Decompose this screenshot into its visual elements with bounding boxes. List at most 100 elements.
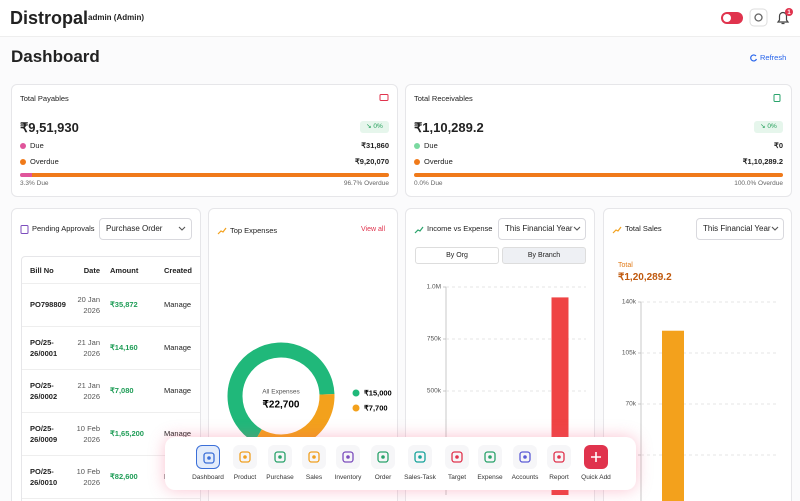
toolbar-button[interactable]: [268, 445, 292, 469]
icon-dot: [381, 455, 385, 459]
toolbar-button[interactable]: [513, 445, 537, 469]
due-label: Due: [424, 141, 438, 150]
toolbar-icon: [451, 451, 463, 463]
trend-line: [414, 226, 424, 234]
table-cell: PO/25-26/0009: [30, 423, 58, 444]
icon-shape: [519, 451, 531, 463]
filter-select[interactable]: Purchase Order: [99, 218, 192, 240]
toolbar-button[interactable]: [302, 445, 326, 469]
trend-icon: [414, 226, 424, 234]
y-tick-label: 105k: [622, 350, 637, 357]
table-cell: 10 Feb 2026: [76, 423, 100, 444]
change-badge: ↘ 0%: [360, 121, 389, 133]
legend-dot: [20, 143, 26, 149]
chevron: [178, 226, 186, 231]
column-header: Bill No: [30, 266, 54, 275]
toolbar-label: Report: [549, 474, 569, 481]
column-header: Date: [83, 266, 100, 275]
toolbar-icon: [274, 451, 286, 463]
toolbar-label: Sales-Task: [404, 474, 436, 481]
legend-dot: [414, 143, 420, 149]
toolbar-button[interactable]: [336, 445, 360, 469]
settings-button[interactable]: [749, 8, 768, 27]
period-select[interactable]: This Financial Year: [696, 218, 784, 240]
refresh-link[interactable]: Refresh: [760, 53, 787, 62]
overdue-label: Overdue: [424, 157, 453, 166]
trend-icon: [217, 227, 227, 235]
clipboard-icon: [20, 225, 29, 234]
period-select[interactable]: This Financial Year: [498, 218, 586, 240]
table-cell: Manage: [164, 343, 192, 352]
total-label: Total: [618, 262, 633, 269]
change-arrow: ↘: [366, 123, 374, 130]
toolbar-button[interactable]: [371, 445, 395, 469]
trend-line: [217, 227, 227, 235]
toolbar-label: Dashboard: [192, 474, 224, 481]
toolbar-button[interactable]: [196, 445, 220, 469]
toolbar-icon: [203, 452, 215, 464]
icon-dot: [312, 455, 316, 459]
top-bar: [0, 0, 800, 37]
table-row: [22, 369, 200, 413]
table-cell: PO/25-26/0002: [30, 380, 58, 401]
toolbar-icon: [414, 451, 426, 463]
icon-dot: [278, 455, 282, 459]
bell-icon[interactable]: [776, 11, 790, 25]
icon-shape: [20, 225, 29, 234]
toolbar-button[interactable]: [584, 445, 608, 469]
view-tab[interactable]: By Branch: [502, 247, 586, 264]
user-name: admin (Admin): [88, 13, 144, 22]
toolbar-label: Purchase: [266, 474, 294, 481]
icon-dot: [346, 455, 350, 459]
icon-dot: [243, 455, 247, 459]
view-tab[interactable]: By Org: [415, 247, 499, 264]
toolbar-icon: [239, 451, 251, 463]
legend-dot: [352, 404, 360, 412]
toolbar-button[interactable]: [445, 445, 469, 469]
table-row: [22, 455, 200, 499]
icon-shape: [308, 451, 320, 463]
due-share-label: 0.0% Due: [414, 180, 443, 187]
due-segment: [20, 173, 33, 177]
icon-shape: [203, 452, 215, 464]
overdue-share-label: 96.7% Overdue: [343, 180, 389, 187]
table-cell: 20 Jan 2026: [77, 294, 100, 315]
change-badge: ↘ 0%: [754, 121, 783, 133]
toolbar-icon: [308, 451, 320, 463]
toolbar-icon: [342, 451, 354, 463]
table-cell: ₹1,65,200: [110, 429, 144, 438]
toolbar-icon: [553, 451, 565, 463]
card-title: Total Payables: [20, 94, 69, 103]
toolbar-button[interactable]: [547, 445, 571, 469]
donut-center-label: All Expenses: [262, 389, 300, 396]
icon-shape: [377, 451, 389, 463]
trend-icon: [612, 226, 622, 234]
overdue-label: Overdue: [30, 157, 59, 166]
legend-value: ₹15,000: [364, 388, 392, 397]
view-all-link[interactable]: View all: [361, 226, 385, 233]
toolbar-icon: [484, 451, 496, 463]
toolbar-icon: [591, 452, 601, 462]
icon-dot: [523, 455, 527, 459]
icon-shape: [274, 451, 286, 463]
overdue-segment: [414, 173, 783, 177]
toolbar-label: Accounts: [511, 474, 539, 481]
select-value: Purchase Order: [106, 224, 163, 233]
gear-icon: [754, 13, 763, 22]
legend-dot: [352, 389, 360, 397]
table-cell: 21 Jan 2026: [77, 337, 100, 358]
toolbar-icon: [519, 451, 531, 463]
table-cell: ₹14,160: [110, 343, 138, 352]
badge: [785, 8, 793, 16]
legend-value: ₹7,700: [364, 403, 388, 412]
icon-shape: [379, 94, 389, 101]
toolbar-button[interactable]: [408, 445, 432, 469]
table-cell: 10 Feb 2026: [76, 466, 100, 487]
select-value: This Financial Year: [505, 224, 573, 233]
toolbar-button[interactable]: [478, 445, 502, 469]
toolbar-button[interactable]: [233, 445, 257, 469]
select-value: This Financial Year: [703, 224, 771, 233]
toolbar-label: Inventory: [334, 474, 362, 481]
toolbar-label: Expense: [477, 474, 503, 481]
chevron-line: [771, 226, 779, 231]
